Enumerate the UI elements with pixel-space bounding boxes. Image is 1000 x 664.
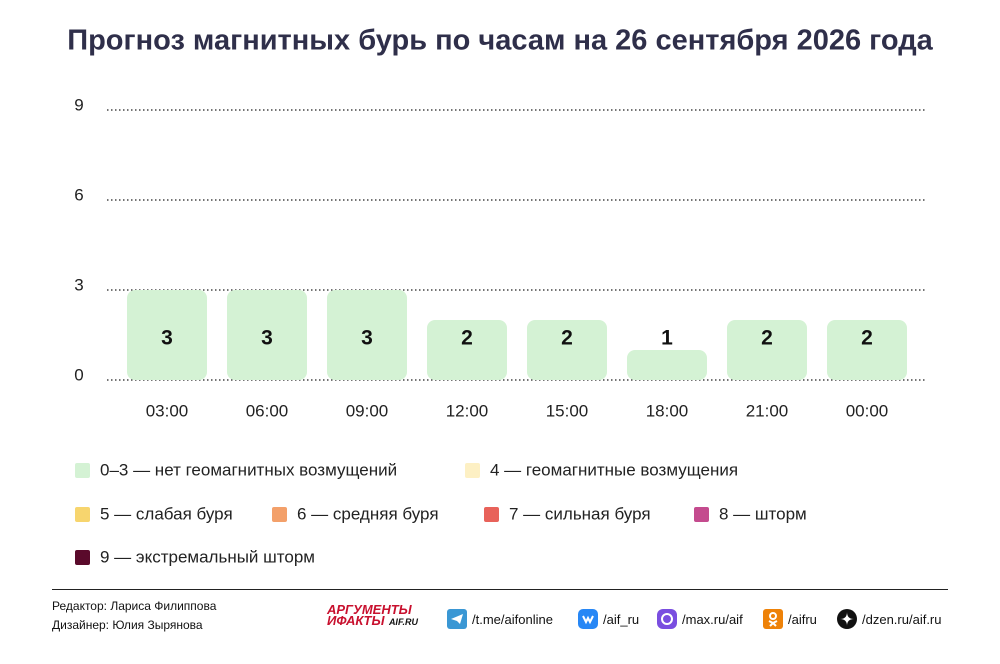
chart: Прогноз магнитных бурь по часам на 26 се… [67, 25, 933, 567]
bar [627, 350, 707, 380]
editor: Редактор: Лариса Филиппова [52, 599, 217, 613]
bar [527, 320, 607, 380]
icon [578, 609, 598, 629]
value-label: 1 [661, 327, 673, 350]
y-tick-label: 6 [74, 185, 83, 204]
value-label: 3 [361, 327, 373, 350]
y-tick-label: 0 [74, 365, 83, 384]
designer: Дизайнер: Юлия Зырянова [52, 618, 203, 632]
social-link[interactable]: /t.me/aifonline [447, 608, 553, 630]
x-tick-label: 18:00 [646, 401, 689, 420]
bar [327, 290, 407, 380]
bar [127, 290, 207, 380]
legend-label: 7 — сильная буря [509, 504, 651, 523]
x-tick-label: 15:00 [546, 401, 589, 420]
link-text: /aifru [788, 611, 817, 627]
legend-swatch [75, 550, 90, 565]
legend-label: 8 — шторм [719, 504, 807, 523]
value-label: 2 [561, 327, 573, 350]
social-link[interactable]: /aifru [763, 608, 817, 630]
y-tick-label: 3 [74, 275, 83, 294]
logo: АРГУМЕНТЫ ИФАКТЫ AIF.RU [327, 602, 437, 628]
value-label: 2 [461, 327, 473, 350]
icon [837, 609, 857, 629]
legend-label: 5 — слабая буря [100, 504, 233, 523]
link-text: /aif_ru [603, 611, 640, 627]
link-text: /dzen.ru/aif.ru [862, 611, 942, 627]
legend-swatch [75, 507, 90, 522]
x-tick-label: 00:00 [846, 401, 889, 420]
legend-swatch [75, 463, 90, 478]
chart-title: Прогноз магнитных бурь по часам на 26 се… [67, 25, 933, 57]
legend-label: 0–3 — нет геомагнитных возмущений [100, 460, 397, 479]
bar [427, 320, 507, 380]
legend-label: 4 — геомагнитные возмущения [490, 460, 738, 479]
legend-swatch [694, 507, 709, 522]
legend-swatch [272, 507, 287, 522]
x-tick-label: 09:00 [346, 401, 389, 420]
legend-label: 6 — средняя буря [297, 504, 439, 523]
icon [763, 609, 783, 629]
social-link[interactable]: /dzen.ru/aif.ru [837, 608, 942, 630]
icon [657, 609, 677, 629]
bar [827, 320, 907, 380]
x-tick-label: 03:00 [146, 401, 189, 420]
logo-line: AIF.RU [388, 617, 418, 627]
x-tick-label: 12:00 [446, 401, 489, 420]
value-label: 2 [861, 327, 873, 350]
social-link[interactable]: /max.ru/aif [657, 608, 743, 630]
link-text: /max.ru/aif [682, 611, 743, 627]
value-label: 2 [761, 327, 773, 350]
link-text: /t.me/aifonline [472, 611, 553, 627]
y-tick-label: 9 [74, 95, 83, 114]
legend-swatch [465, 463, 480, 478]
bar [227, 290, 307, 380]
x-tick-label: 06:00 [246, 401, 289, 420]
legend-swatch [484, 507, 499, 522]
x-tick-label: 21:00 [746, 401, 789, 420]
bar [727, 320, 807, 380]
icon [447, 609, 467, 629]
legend-label: 9 — экстремальный шторм [100, 547, 315, 566]
social-link[interactable]: /aif_ru [578, 608, 639, 630]
value-label: 3 [261, 327, 273, 350]
divider [52, 589, 948, 590]
logo-line: ИФАКТЫ [327, 613, 385, 628]
logo-line: АРГУМЕНТЫ [327, 602, 412, 617]
value-label: 3 [161, 327, 173, 350]
